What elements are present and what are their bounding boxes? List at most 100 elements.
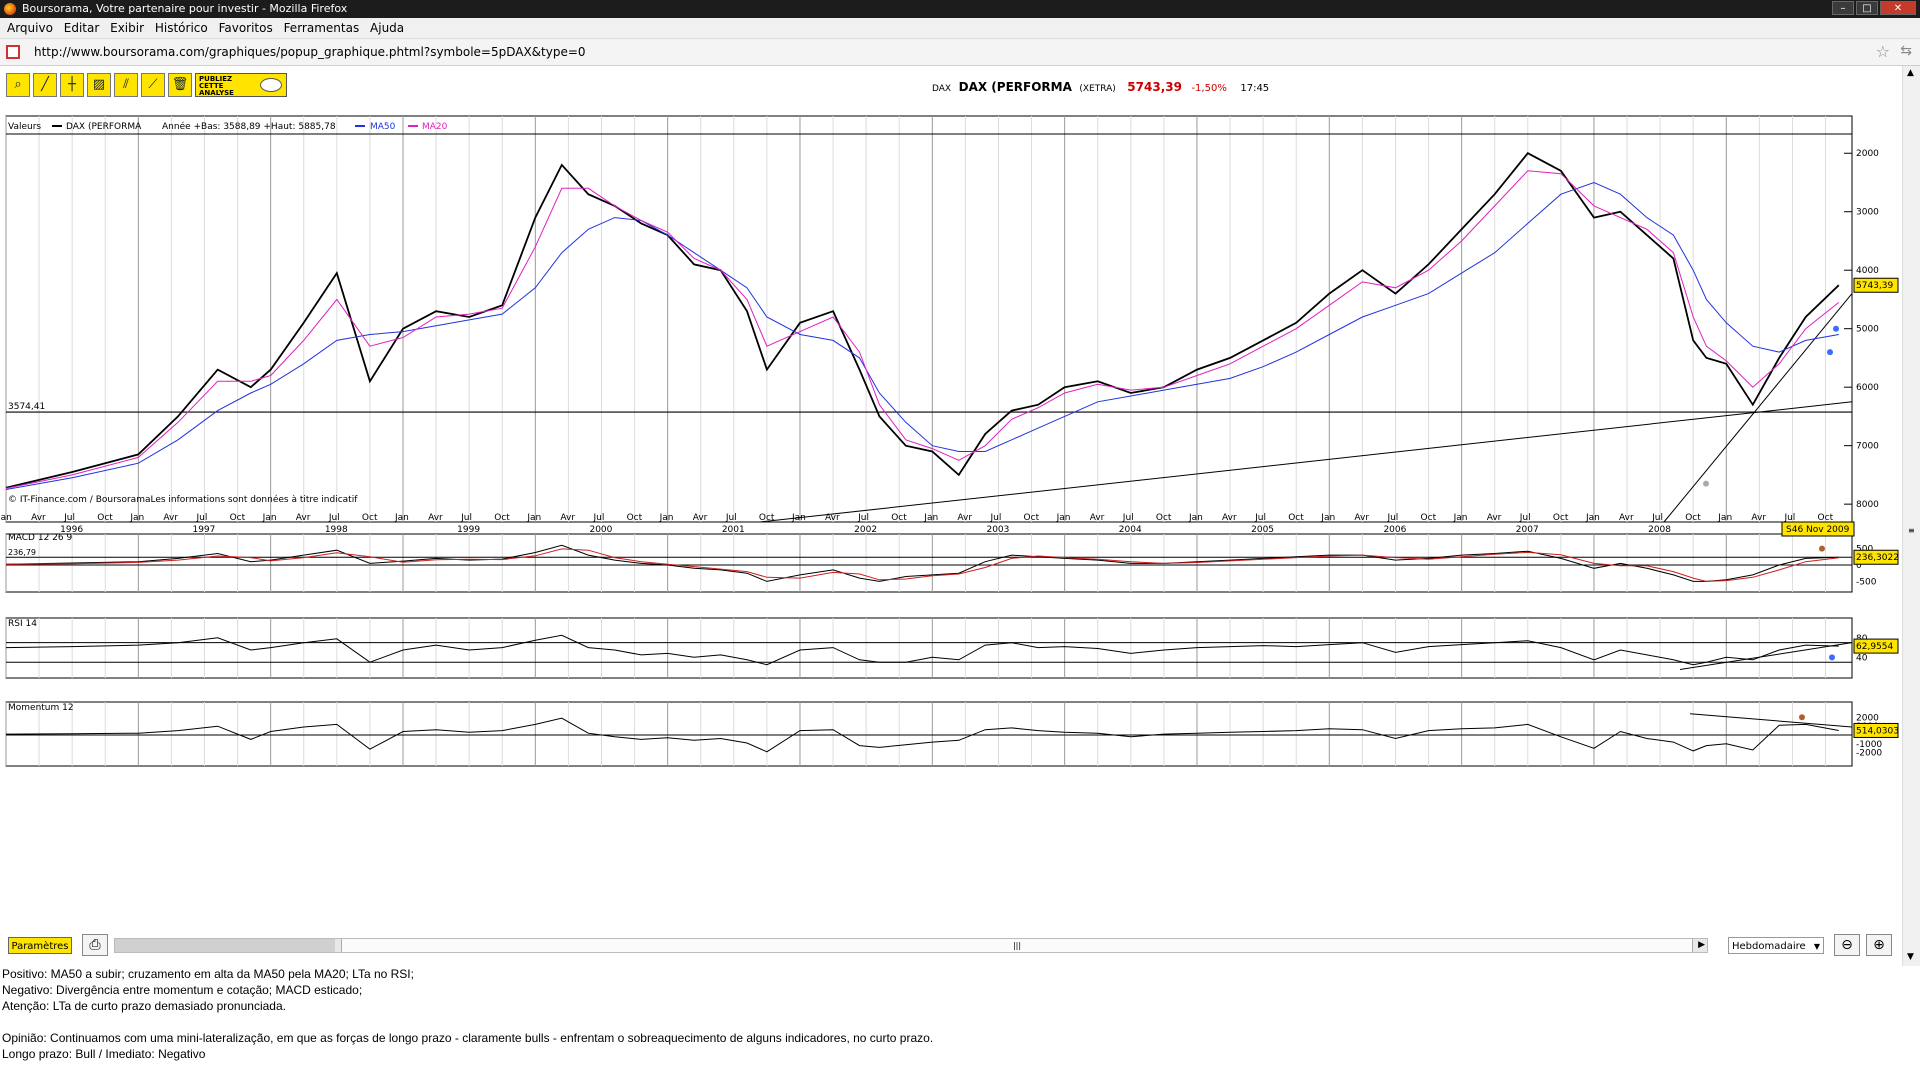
horizontal-line-tool-icon[interactable]: ┼ <box>60 73 84 97</box>
year-tick-label: 1998 <box>325 525 348 535</box>
zoom-tool-icon[interactable]: ⌕ <box>6 73 30 97</box>
month-tick-label: Jul <box>989 513 1001 523</box>
page-vertical-scrollbar[interactable]: ▲ ≡ ▼ <box>1902 66 1920 966</box>
legend-dax: DAX (PERFORMA <box>66 122 142 132</box>
month-tick-label: Avr <box>296 513 311 523</box>
menu-bar: Arquivo Editar Exibir Histórico Favorito… <box>0 18 1920 39</box>
scroll-grip[interactable]: ≡ <box>1908 526 1915 535</box>
year-tick-label: 2003 <box>986 525 1009 535</box>
month-tick-label: Avr <box>825 513 840 523</box>
url-field[interactable]: http://www.boursorama.com/graphiques/pop… <box>34 45 586 59</box>
macd-tick-label: -500 <box>1856 577 1877 587</box>
chart-canvas[interactable]: Valeurs DAX (PERFORMA Année +Bas: 3588,89 … <box>0 102 1902 930</box>
rsi-value-box <box>1853 638 1899 654</box>
year-tick-label: 2000 <box>589 525 612 535</box>
channel-tool-icon[interactable]: ▨ <box>87 73 111 97</box>
momentum-tick-label: -1000 <box>1856 740 1882 750</box>
momentum-label: Momentum 12 <box>8 703 74 713</box>
ma50-line <box>5 181 1839 490</box>
last-price-label: 5743,39 <box>1856 281 1893 291</box>
month-tick-label: Oct <box>1024 513 1040 523</box>
y-tick-label: 4000 <box>1856 266 1879 276</box>
macd-tick-label: 500 <box>1856 545 1873 555</box>
chart-toolbar: ⌕ ╱ ┼ ▨ ⫽ ⟋ 🗑 PUBLIEZ CETTE ANALYSE <box>6 73 287 99</box>
month-tick-label: Oct <box>1553 513 1569 523</box>
speech-bubble-icon <box>260 78 282 92</box>
analysis-opinion: Opinião: Continuamos com uma mini-latera… <box>2 1031 934 1045</box>
legend-ma20: MA20 <box>422 122 448 132</box>
address-bar: http://www.boursorama.com/graphiques/pop… <box>0 39 1920 66</box>
trendline-tool-icon[interactable]: ╱ <box>33 73 57 97</box>
print-icon[interactable]: ⎙ <box>82 934 108 956</box>
y-tick-label: 2000 <box>1856 149 1879 159</box>
rsi-value-label: 62,9554 <box>1856 642 1893 652</box>
y-tick-label: 3000 <box>1856 208 1879 218</box>
legend-ma50: MA50 <box>370 122 396 132</box>
month-tick-label: Jan <box>394 513 409 523</box>
y-tick-label: 6000 <box>1856 383 1879 393</box>
year-tick-label: 2008 <box>1648 525 1671 535</box>
month-tick-label: Avr <box>560 513 575 523</box>
menu-ferramentas[interactable]: Ferramentas <box>283 21 360 35</box>
year-tick-label: 1997 <box>192 525 215 535</box>
date-marker-box <box>1781 521 1855 537</box>
window-titlebar: Boursorama, Votre partenaire pour invest… <box>0 0 1920 18</box>
maximize-button[interactable]: □ <box>1856 1 1878 15</box>
menu-favoritos[interactable]: Favoritos <box>218 21 273 35</box>
signal-dot <box>1799 714 1805 721</box>
chart-bottom-bar: Paramètres ⎙ ||| ▶ Hebdomadaire ▼ ⊖ ⊕ <box>0 932 1920 958</box>
month-tick-label: Jan <box>1453 513 1468 523</box>
menu-exibir[interactable]: Exibir <box>110 21 145 35</box>
bookmark-star-icon[interactable]: ☆ <box>1875 42 1890 61</box>
month-tick-label: Oct <box>1818 513 1834 523</box>
chevron-down-icon: ▼ <box>1813 942 1820 951</box>
rsi-trendline <box>1679 642 1853 671</box>
year-tick-label: 2005 <box>1251 525 1274 535</box>
month-tick-label: Jul <box>592 513 604 523</box>
trash-icon[interactable]: 🗑 <box>168 73 192 97</box>
minimize-button[interactable]: – <box>1832 1 1854 15</box>
quote-change: -1,50% <box>1191 83 1227 94</box>
month-tick-label: Jan <box>923 513 938 523</box>
month-tick-label: Jan <box>0 513 12 523</box>
menu-editar[interactable]: Editar <box>63 21 100 35</box>
parametres-button[interactable]: Paramètres <box>8 937 72 954</box>
close-button[interactable]: ✕ <box>1880 1 1916 15</box>
menu-ajuda[interactable]: Ajuda <box>370 21 405 35</box>
window-controls: – □ ✕ <box>1830 1 1916 15</box>
parallel-lines-tool-icon[interactable]: ⫽ <box>114 73 138 97</box>
menu-arquivo[interactable]: Arquivo <box>7 21 53 35</box>
period-select[interactable]: Hebdomadaire ▼ <box>1728 937 1824 954</box>
year-tick-label: 1996 <box>60 525 83 535</box>
momentum-line <box>5 717 1839 753</box>
analysis-positive: Positivo: MA50 a subir; cruzamento em al… <box>2 967 414 981</box>
scrollbar-thumb[interactable]: ||| <box>341 939 1693 952</box>
scrollbar-track[interactable] <box>115 939 335 952</box>
scroll-up-arrow-icon[interactable]: ▲ <box>1907 68 1914 78</box>
publish-analysis-button[interactable]: PUBLIEZ CETTE ANALYSE <box>195 73 287 97</box>
zoom-out-icon[interactable]: ⊖ <box>1834 934 1860 956</box>
scroll-down-arrow-icon[interactable]: ▼ <box>1907 952 1914 962</box>
site-favicon-icon <box>6 45 20 59</box>
month-tick-label: Jan <box>1188 513 1203 523</box>
month-tick-label: Avr <box>693 513 708 523</box>
scroll-right-arrow-icon[interactable]: ▶ <box>1698 940 1705 950</box>
panel-frame <box>5 701 1853 767</box>
month-tick-label: Oct <box>362 513 378 523</box>
price-series-line <box>5 152 1840 489</box>
zoom-in-icon[interactable]: ⊕ <box>1866 934 1892 956</box>
menu-historico[interactable]: Histórico <box>154 21 208 35</box>
month-tick-label: Avr <box>428 513 443 523</box>
month-tick-label: Jul <box>1386 513 1398 523</box>
month-tick-label: Avr <box>1751 513 1766 523</box>
analysis-negative: Negativo: Divergência entre momentum e c… <box>2 983 363 997</box>
y-tick-label: 7000 <box>1856 442 1879 452</box>
go-arrow-icon[interactable]: ⇆ <box>1900 43 1912 59</box>
horizontal-scrollbar[interactable]: ||| ▶ <box>114 938 1708 953</box>
month-tick-label: Jan <box>129 513 144 523</box>
signal-dot <box>1827 349 1833 356</box>
fibonacci-tool-icon[interactable]: ⟋ <box>141 73 165 97</box>
year-tick-label: 2002 <box>854 525 877 535</box>
month-tick-label: Oct <box>627 513 643 523</box>
month-tick-label: Jul <box>1254 513 1266 523</box>
